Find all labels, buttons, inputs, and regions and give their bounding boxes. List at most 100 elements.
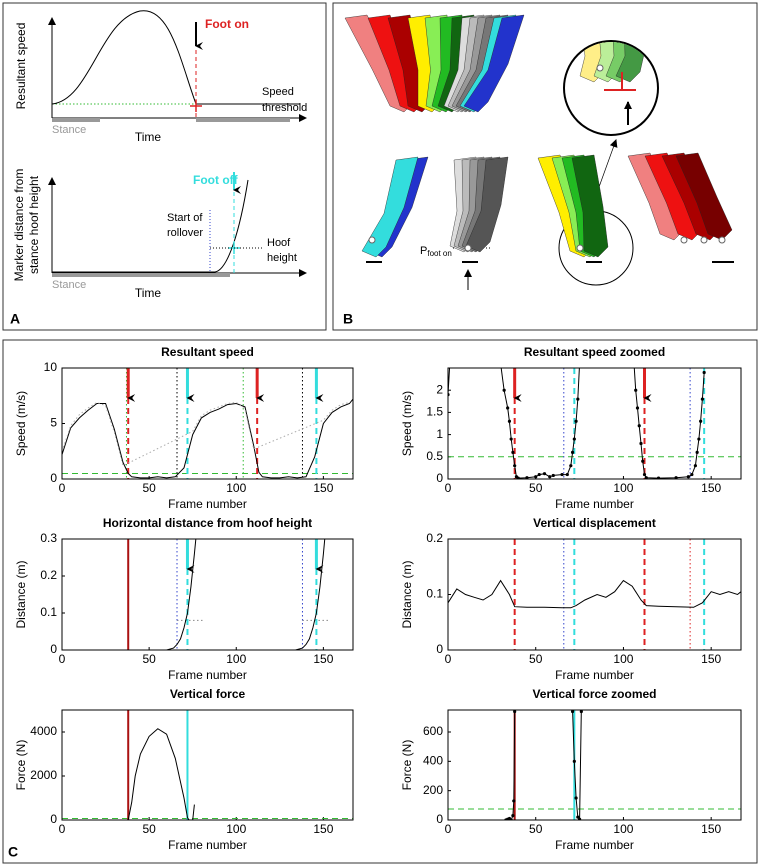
- stance: Stance: [52, 279, 86, 291]
- marker-point: [596, 64, 604, 72]
- axes-frame: [61, 538, 354, 651]
- marker-point: [700, 236, 708, 244]
- stance-bar: [52, 273, 230, 277]
- schematic-curve: [52, 179, 249, 273]
- chart: Vertical displacement Frame number Distanc…: [400, 516, 742, 682]
- x-label: Frame number: [168, 668, 247, 682]
- chart-title: Horizontal distance from hoof height: [103, 516, 312, 530]
- data-point: [695, 450, 699, 454]
- data-point: [569, 464, 573, 468]
- y-tick-label: 2000: [30, 768, 57, 782]
- data-point: [509, 437, 513, 441]
- marker-point: [464, 244, 472, 252]
- axes-frame: [447, 709, 742, 821]
- rollover-label: Start of: [167, 212, 203, 224]
- chart-title: Resultant speed: [161, 345, 254, 359]
- hoof-shape: [465, 156, 509, 253]
- plot-area: [62, 539, 353, 650]
- rollover-label: rollover: [167, 227, 203, 239]
- x-label: Frame number: [168, 497, 247, 511]
- threshold-label: Speed: [262, 86, 294, 98]
- cross: [190, 100, 202, 112]
- y-tick-label: 400: [423, 754, 443, 768]
- x-tick-label: 0: [445, 822, 452, 836]
- x-tick-label: 150: [701, 652, 721, 666]
- panel-label: C: [8, 844, 18, 860]
- data-point: [516, 476, 520, 479]
- foot-on: Foot on: [205, 17, 249, 31]
- y-label: Marker distance from: [12, 169, 26, 282]
- zoom-mark: [604, 72, 636, 91]
- data-point: [506, 406, 510, 410]
- data-point: [551, 473, 555, 478]
- y-tick-label: 0: [50, 471, 57, 485]
- data-point: [578, 362, 581, 365]
- marker-point: [576, 244, 584, 252]
- data-point: [634, 388, 638, 392]
- stance-bar: [196, 118, 290, 122]
- x-label: Frame number: [168, 838, 247, 852]
- axes-frame: [447, 538, 742, 651]
- y-tick-label: 0: [436, 642, 443, 656]
- panel-label: B: [343, 311, 353, 327]
- data-point: [560, 472, 564, 477]
- p-label: Pfoot on: [420, 245, 452, 258]
- y-tick-label: 0: [436, 812, 443, 826]
- data-point: [515, 701, 518, 704]
- x-tick-label: 50: [529, 481, 543, 495]
- x-tick-label: 150: [701, 481, 721, 495]
- data-point: [572, 437, 576, 441]
- marker-point: [368, 236, 376, 244]
- plot-content: [62, 368, 353, 479]
- chart-title: Vertical force zoomed: [532, 687, 656, 701]
- y-tick-label: 0.5: [426, 449, 443, 463]
- y-tick-label: 1: [436, 427, 443, 441]
- x-label: Time: [135, 130, 162, 144]
- y-tick-label: 1.5: [426, 405, 443, 419]
- marker-point: [680, 236, 688, 244]
- data-point: [525, 476, 529, 479]
- data-point: [574, 419, 578, 423]
- data-point: [642, 472, 647, 477]
- data-point: [579, 710, 583, 714]
- chart-title: Resultant speed zoomed: [524, 345, 665, 359]
- x-tick-label: 0: [59, 822, 66, 836]
- x-tick-label: 100: [613, 652, 633, 666]
- series-line: [127, 728, 195, 820]
- data-point: [635, 406, 640, 410]
- x-tick-label: 100: [613, 822, 633, 836]
- data-point: [686, 475, 690, 479]
- stance-bar: [52, 118, 100, 122]
- data-point: [570, 710, 575, 714]
- series-line: [166, 539, 197, 650]
- panel-b-frame: [332, 2, 758, 331]
- data-point: [502, 388, 506, 392]
- data-point: [499, 362, 502, 365]
- data-point: [507, 419, 512, 423]
- data-point: [697, 437, 701, 441]
- data-point: [577, 817, 582, 820]
- chart: Resultant speed Frame number Speed (m/s) 0 5…: [14, 345, 354, 511]
- chart-title: Vertical force: [170, 687, 246, 701]
- panel-label: A: [10, 311, 20, 327]
- axes-frame: [447, 367, 742, 480]
- x-label: Frame number: [555, 668, 634, 682]
- data-point: [511, 814, 515, 818]
- y-label: Speed (m/s): [14, 391, 28, 456]
- panel-c-frame: [2, 339, 758, 864]
- panel-b: Pfoot on B: [343, 14, 734, 327]
- x-tick-label: 0: [59, 481, 66, 495]
- y-tick-label: 0: [50, 812, 57, 826]
- series-line: [62, 398, 353, 479]
- y-tick-label: 0.3: [40, 531, 57, 545]
- x-tick-label: 150: [313, 481, 333, 495]
- chart: Resultant speed zoomed Frame number Speed …: [400, 345, 742, 511]
- y-tick-label: 600: [423, 724, 443, 738]
- hoof-shape: [361, 156, 419, 258]
- chart-title: Vertical displacement: [533, 516, 656, 530]
- data-point: [534, 475, 538, 479]
- data-point: [690, 472, 694, 477]
- data-point: [537, 472, 541, 477]
- plot-content: [448, 362, 741, 479]
